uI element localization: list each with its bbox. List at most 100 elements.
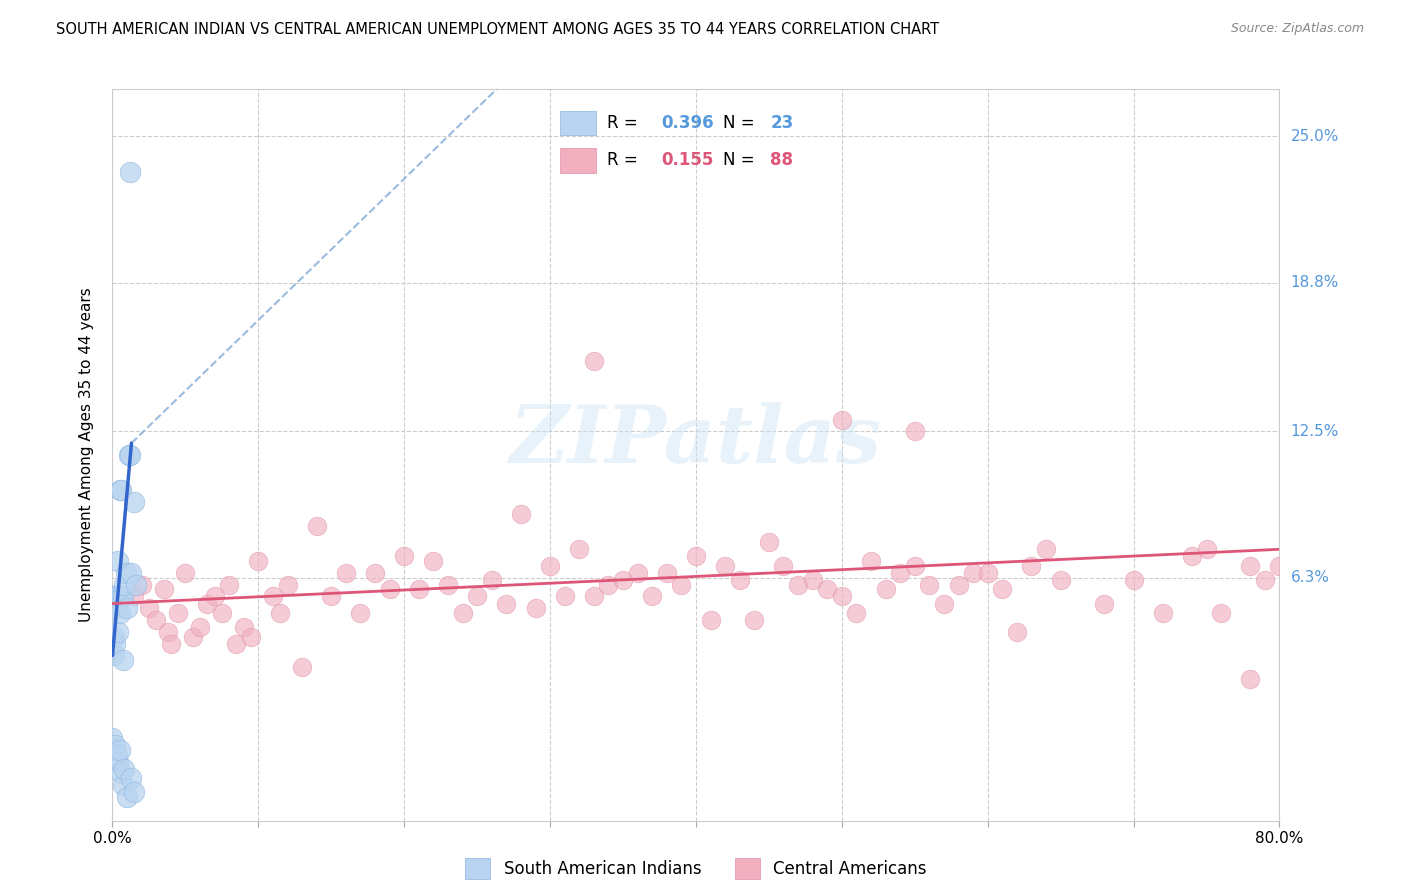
Bar xyxy=(560,111,596,136)
Point xyxy=(112,577,135,591)
Point xyxy=(101,590,124,604)
Point xyxy=(598,577,620,591)
Point xyxy=(107,755,129,769)
Point xyxy=(349,606,371,620)
Point xyxy=(120,566,142,580)
Point xyxy=(626,566,648,580)
Point xyxy=(904,558,927,573)
Point xyxy=(124,495,146,509)
Point xyxy=(114,566,136,580)
Point xyxy=(612,573,634,587)
Point xyxy=(1005,624,1028,639)
Point xyxy=(218,577,240,591)
Point xyxy=(101,731,124,745)
Point xyxy=(991,582,1014,597)
Point xyxy=(181,630,204,644)
Point xyxy=(240,630,263,644)
Text: R =: R = xyxy=(607,152,644,169)
Point xyxy=(103,630,125,644)
Point xyxy=(335,566,357,580)
Point xyxy=(831,412,853,426)
Point xyxy=(204,590,226,604)
Point xyxy=(156,624,179,639)
Point xyxy=(568,542,591,557)
Point xyxy=(167,606,190,620)
Point xyxy=(582,590,605,604)
Point xyxy=(685,549,707,564)
Point xyxy=(112,762,135,776)
Point xyxy=(115,790,138,805)
Point xyxy=(787,577,810,591)
Point xyxy=(138,601,160,615)
Point xyxy=(188,620,211,634)
Point xyxy=(111,590,134,604)
Point xyxy=(932,597,955,611)
Point xyxy=(103,743,125,757)
Point xyxy=(1181,549,1204,564)
Point xyxy=(875,582,897,597)
Point xyxy=(699,613,721,627)
Point xyxy=(976,566,998,580)
Point xyxy=(758,535,780,549)
Point xyxy=(524,601,547,615)
Point xyxy=(1195,542,1218,557)
Point xyxy=(160,637,183,651)
Text: N =: N = xyxy=(723,113,759,131)
Point xyxy=(1268,558,1291,573)
Text: R =: R = xyxy=(607,113,644,131)
Point xyxy=(1021,558,1043,573)
Point xyxy=(110,766,132,780)
Point xyxy=(437,577,460,591)
Point xyxy=(1092,597,1115,611)
Point xyxy=(276,577,298,591)
Point xyxy=(408,582,430,597)
Point xyxy=(104,590,127,604)
Point xyxy=(728,573,751,587)
Point xyxy=(291,660,314,674)
Point xyxy=(104,738,127,752)
Point xyxy=(509,507,531,521)
Point xyxy=(225,637,247,651)
Text: 18.8%: 18.8% xyxy=(1291,275,1339,290)
Point xyxy=(1122,573,1144,587)
Point xyxy=(495,597,517,611)
Point xyxy=(948,577,970,591)
Text: N =: N = xyxy=(723,152,759,169)
Point xyxy=(889,566,911,580)
Point xyxy=(655,566,678,580)
Point xyxy=(111,653,134,667)
Point xyxy=(262,590,284,604)
Point xyxy=(305,518,328,533)
Text: 25.0%: 25.0% xyxy=(1291,128,1339,144)
Text: 0.155: 0.155 xyxy=(661,152,713,169)
Point xyxy=(378,582,401,597)
Point xyxy=(422,554,444,568)
Point xyxy=(124,785,146,799)
Point xyxy=(831,590,853,604)
Point xyxy=(481,573,503,587)
Text: ZIPatlas: ZIPatlas xyxy=(510,401,882,479)
Point xyxy=(120,771,142,785)
Point xyxy=(845,606,868,620)
Point xyxy=(131,577,153,591)
Point xyxy=(125,577,148,591)
Point xyxy=(582,353,605,368)
Point xyxy=(124,590,146,604)
Point xyxy=(107,554,129,568)
Point xyxy=(1239,672,1261,686)
Text: 6.3%: 6.3% xyxy=(1291,570,1330,585)
Text: 88: 88 xyxy=(770,152,793,169)
Point xyxy=(103,648,125,663)
Text: 23: 23 xyxy=(770,113,794,131)
Point xyxy=(107,624,129,639)
Point xyxy=(174,566,197,580)
Point xyxy=(111,778,134,792)
Point xyxy=(105,590,128,604)
Point xyxy=(772,558,794,573)
Point xyxy=(1049,573,1071,587)
Text: SOUTH AMERICAN INDIAN VS CENTRAL AMERICAN UNEMPLOYMENT AMONG AGES 35 TO 44 YEARS: SOUTH AMERICAN INDIAN VS CENTRAL AMERICA… xyxy=(56,22,939,37)
Point xyxy=(1239,558,1261,573)
Point xyxy=(110,590,132,604)
Point xyxy=(118,448,141,462)
Point xyxy=(247,554,270,568)
